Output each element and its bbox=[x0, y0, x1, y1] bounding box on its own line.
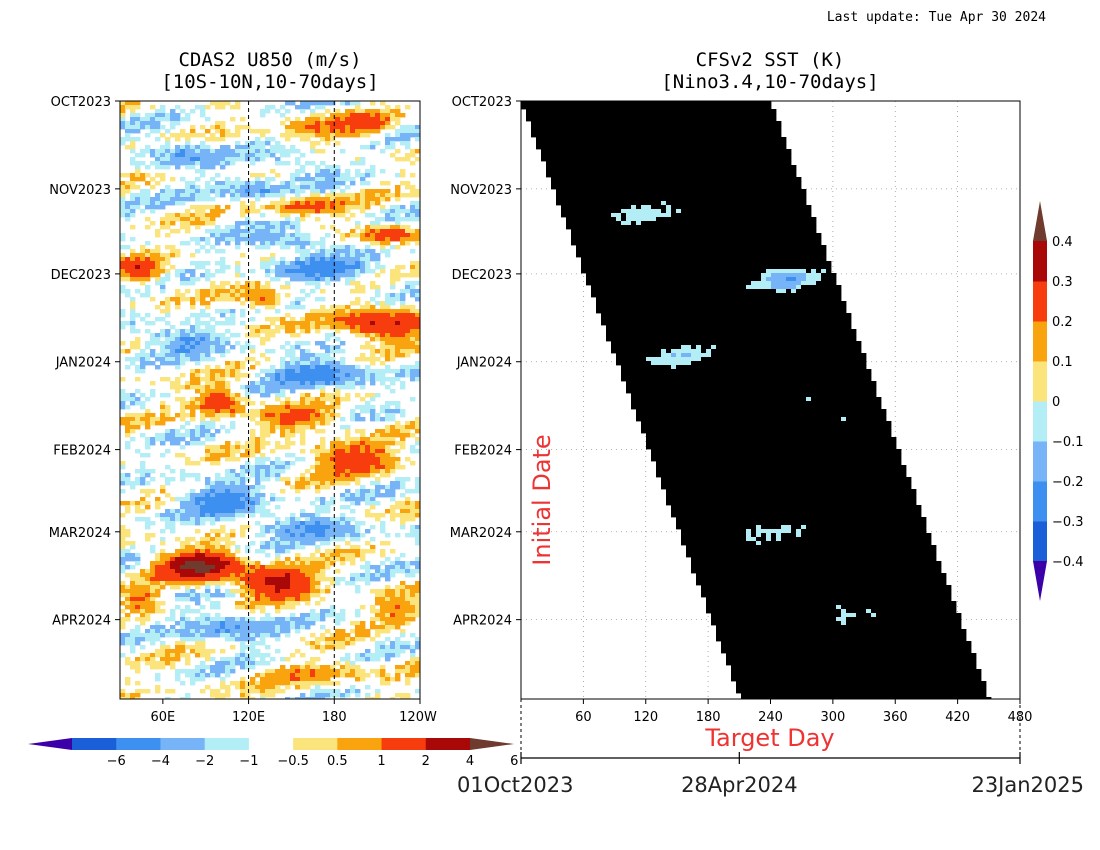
colorbar-swatch bbox=[1033, 241, 1047, 282]
u850-x-ticks: 60E 120E 180 120W bbox=[150, 699, 437, 725]
date-axis-label: 28Apr2024 bbox=[681, 773, 798, 797]
u850-title: CDAS2 U850 (m/s) bbox=[178, 49, 361, 71]
colorbar-label: 0.5 bbox=[327, 754, 348, 769]
colorbar-label: 2 bbox=[422, 754, 430, 769]
sst-panel: CFSv2 SST (K) [Nino3.4,10-70days] OCT202… bbox=[450, 49, 1084, 797]
u850-subtitle: [10S-10N,10-70days] bbox=[161, 71, 378, 93]
colorbar-swatch bbox=[381, 738, 427, 750]
x-tick-label: 180 bbox=[322, 710, 347, 725]
y-tick-label: OCT2023 bbox=[51, 95, 111, 110]
colorbar-swatch bbox=[425, 738, 471, 750]
x-tick-label: 240 bbox=[758, 710, 783, 725]
u850-y-ticks: OCT2023 NOV2023 DEC2023 JAN2024 FEB2024 MAR20… bbox=[49, 95, 120, 629]
colorbar-bottom-arrow bbox=[1033, 561, 1047, 601]
y-tick-label: JAN2024 bbox=[55, 356, 111, 371]
x-tick-label: 60 bbox=[575, 710, 592, 725]
colorbar-top-arrow bbox=[1033, 201, 1047, 241]
x-tick-label: 120 bbox=[633, 710, 658, 725]
y-tick-label: FEB2024 bbox=[454, 444, 512, 459]
colorbar-left-arrow bbox=[28, 738, 72, 750]
y-tick-label: MAR2024 bbox=[450, 526, 512, 541]
y-tick-label: DEC2023 bbox=[51, 268, 111, 283]
u850-frame bbox=[119, 100, 421, 700]
x-tick-label: 420 bbox=[945, 710, 970, 725]
date-axis-label: 01Oct2023 bbox=[457, 773, 573, 797]
colorbar-label: −0.1 bbox=[1052, 435, 1084, 450]
colorbar-label: −6 bbox=[107, 754, 126, 769]
colorbar-label: 0 bbox=[1052, 395, 1060, 410]
y-tick-label: APR2024 bbox=[52, 614, 111, 629]
colorbar-label: 4 bbox=[466, 754, 474, 769]
colorbar-label: −2 bbox=[195, 754, 214, 769]
sst-date-axis: 01Oct2023 28Apr2024 23Jan2025 bbox=[457, 699, 1084, 797]
colorbar-label: 1 bbox=[377, 754, 385, 769]
colorbar-swatch bbox=[116, 738, 161, 750]
sst-title: CFSv2 SST (K) bbox=[696, 49, 845, 71]
y-tick-label: MAR2024 bbox=[49, 526, 111, 541]
y-tick-label: NOV2023 bbox=[450, 183, 512, 198]
colorbar-swatch bbox=[160, 738, 206, 750]
sst-subtitle: [Nino3.4,10-70days] bbox=[661, 71, 878, 93]
colorbar-label: −0.3 bbox=[1052, 515, 1084, 530]
colorbar-label: 0.4 bbox=[1052, 235, 1073, 250]
sst-colorbar: −0.4 −0.3 −0.2 −0.1 0 0.1 0.2 0.3 0.4 bbox=[1033, 201, 1084, 601]
sst-heatmap bbox=[521, 101, 992, 699]
colorbar-label: 0.3 bbox=[1052, 275, 1073, 290]
y-tick-label: NOV2023 bbox=[49, 183, 111, 198]
colorbar-swatch bbox=[337, 738, 383, 750]
colorbar-swatch bbox=[248, 738, 294, 750]
colorbar-right-arrow bbox=[470, 738, 514, 750]
colorbar-swatch bbox=[1033, 321, 1047, 362]
x-tick-label: 60E bbox=[150, 710, 175, 725]
y-tick-label: JAN2024 bbox=[456, 356, 512, 371]
u850-heatmap bbox=[120, 101, 420, 699]
colorbar-label: −1 bbox=[239, 754, 258, 769]
x-tick-label: 120E bbox=[232, 710, 265, 725]
u850-colorbar: −6 −4 −2 −1 −0.5 0.5 1 2 4 6 bbox=[28, 738, 518, 769]
colorbar-label: −0.4 bbox=[1052, 555, 1084, 570]
y-tick-label: DEC2023 bbox=[452, 268, 512, 283]
colorbar-label: 0.2 bbox=[1052, 315, 1073, 330]
x-tick-label: 180 bbox=[696, 710, 721, 725]
colorbar-swatch bbox=[1033, 441, 1047, 482]
colorbar-label: −4 bbox=[151, 754, 170, 769]
colorbar-swatch bbox=[1033, 481, 1047, 522]
colorbar-swatch bbox=[1033, 281, 1047, 322]
colorbar-label: −0.2 bbox=[1052, 475, 1084, 490]
y-tick-label: APR2024 bbox=[453, 614, 512, 629]
colorbar-swatch bbox=[1033, 521, 1047, 562]
colorbar-swatch bbox=[1033, 401, 1047, 442]
colorbar-label: 0.1 bbox=[1052, 355, 1073, 370]
u850-panel: CDAS2 U850 (m/s) [10S-10N,10-70days] OCT… bbox=[49, 49, 437, 725]
last-update: Last update: Tue Apr 30 2024 bbox=[827, 10, 1046, 25]
colorbar-swatch bbox=[293, 738, 338, 750]
y-tick-label: OCT2023 bbox=[452, 95, 512, 110]
colorbar-swatch bbox=[204, 738, 250, 750]
colorbar-swatch bbox=[1033, 361, 1047, 402]
x-tick-label: 120W bbox=[399, 710, 437, 725]
colorbar-swatch bbox=[72, 738, 117, 750]
y-tick-label: FEB2024 bbox=[53, 444, 111, 459]
date-axis-label: 23Jan2025 bbox=[971, 773, 1084, 797]
sst-x-ticks: 60 120 180 240 300 360 420 480 bbox=[575, 699, 1032, 725]
colorbar-label: 6 bbox=[510, 754, 518, 769]
sst-y-label: Initial Date bbox=[528, 434, 556, 565]
x-tick-label: 300 bbox=[820, 710, 845, 725]
x-tick-label: 360 bbox=[883, 710, 908, 725]
colorbar-label: −0.5 bbox=[277, 754, 309, 769]
sst-x-label: Target Day bbox=[704, 724, 834, 752]
sst-y-ticks: OCT2023 NOV2023 DEC2023 JAN2024 FEB2024 MAR20… bbox=[450, 95, 521, 629]
u850-dashed-lines bbox=[248, 101, 335, 699]
